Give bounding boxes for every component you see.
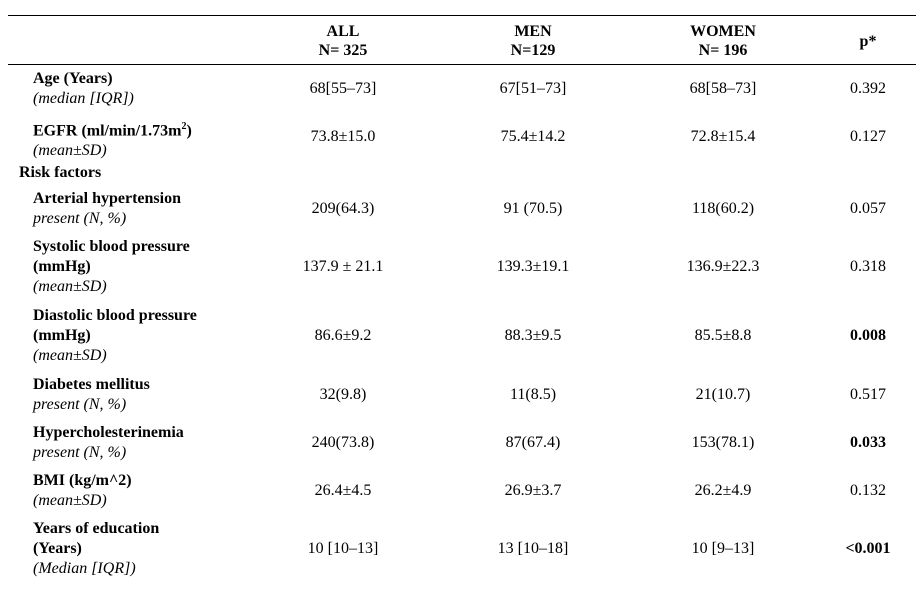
cell-all: 10 [10–13]: [307, 540, 379, 557]
cell-men: 13 [10–18]: [497, 540, 569, 557]
cell-women: 21(10.7): [695, 386, 751, 403]
header-men: MEN N=129: [510, 23, 556, 59]
cell-men: 75.4±14.2: [500, 128, 566, 145]
cell-all: 73.8±15.0: [310, 128, 376, 145]
table-row-age: Age (Years) (median [IQR]) 68[55–73] 67[…: [8, 65, 916, 113]
row-label: Diastolic blood pressure (mmHg) (mean±SD…: [33, 307, 197, 364]
cell-p: 0.127: [850, 128, 886, 145]
cell-p: 0.057: [850, 200, 886, 217]
cell-all: 68[55–73]: [309, 80, 377, 97]
cell-all: 137.9 ± 21.1: [302, 258, 384, 275]
section-title: Risk factors: [19, 164, 102, 181]
cell-women: 72.8±15.4: [690, 128, 756, 145]
cell-all: 32(9.8): [319, 386, 367, 403]
cell-all: 240(73.8): [311, 434, 375, 451]
cell-women: 153(78.1): [691, 434, 755, 451]
row-label: Years of education (Years) (Median [IQR]…: [33, 520, 160, 577]
cell-women: 85.5±8.8: [694, 327, 752, 344]
row-label: EGFR (ml/min/1.73m2) (mean±SD): [33, 121, 192, 160]
row-label: Hypercholesterinemia present (N, %): [33, 424, 184, 461]
table-row-diabetes: Diabetes mellitus present (N, %) 32(9.8)…: [8, 371, 916, 419]
characteristics-table: ALL N= 325 MEN N=129 WOMEN N= 196 p* Age…: [8, 15, 916, 585]
cell-women: 68[58–73]: [689, 80, 757, 97]
cell-women: 136.9±22.3: [686, 258, 760, 275]
cell-all: 26.4±4.5: [314, 482, 372, 499]
cell-men: 88.3±9.5: [504, 327, 562, 344]
cell-p: 0.008: [850, 327, 886, 344]
table-row-bmi: BMI (kg/m^2) (mean±SD) 26.4±4.5 26.9±3.7…: [8, 467, 916, 515]
cell-men: 91 (70.5): [503, 200, 563, 217]
cell-p: 0.517: [850, 386, 886, 403]
cell-men: 67[51–73]: [499, 80, 567, 97]
cell-p: <0.001: [845, 540, 891, 557]
cell-p: 0.392: [850, 80, 886, 97]
cell-men: 139.3±19.1: [496, 258, 570, 275]
row-label: Arterial hypertension present (N, %): [33, 190, 181, 227]
cell-men: 11(8.5): [509, 386, 557, 403]
cell-men: 87(67.4): [505, 434, 561, 451]
cell-women: 118(60.2): [691, 200, 755, 217]
header-women: WOMEN N= 196: [690, 23, 756, 59]
section-risk-factors: Risk factors: [8, 161, 916, 185]
cell-all: 86.6±9.2: [314, 327, 372, 344]
cell-women: 26.2±4.9: [694, 482, 752, 499]
cell-p: 0.033: [850, 434, 886, 451]
cell-women: 10 [9–13]: [691, 540, 755, 557]
table-row-diastolic: Diastolic blood pressure (mmHg) (mean±SD…: [8, 302, 916, 371]
row-label: Age (Years) (median [IQR]): [33, 70, 134, 107]
row-label: Diabetes mellitus present (N, %): [33, 376, 150, 413]
row-label: Systolic blood pressure (mmHg) (mean±SD): [33, 238, 190, 295]
row-label: BMI (kg/m^2) (mean±SD): [33, 472, 132, 509]
table-row-systolic: Systolic blood pressure (mmHg) (mean±SD)…: [8, 233, 916, 302]
table-row-education: Years of education (Years) (Median [IQR]…: [8, 515, 916, 585]
cell-all: 209(64.3): [311, 200, 375, 217]
table-row-hypercholesterinemia: Hypercholesterinemia present (N, %) 240(…: [8, 419, 916, 467]
table-header: ALL N= 325 MEN N=129 WOMEN N= 196 p*: [8, 15, 916, 65]
cell-p: 0.132: [850, 482, 886, 499]
cell-p: 0.318: [850, 258, 886, 275]
cell-men: 26.9±3.7: [504, 482, 562, 499]
table-row-egfr: EGFR (ml/min/1.73m2) (mean±SD) 73.8±15.0…: [8, 113, 916, 161]
table-row-hypertension: Arterial hypertension present (N, %) 209…: [8, 185, 916, 233]
header-all: ALL N= 325: [318, 23, 368, 59]
header-p: p*: [859, 33, 877, 50]
